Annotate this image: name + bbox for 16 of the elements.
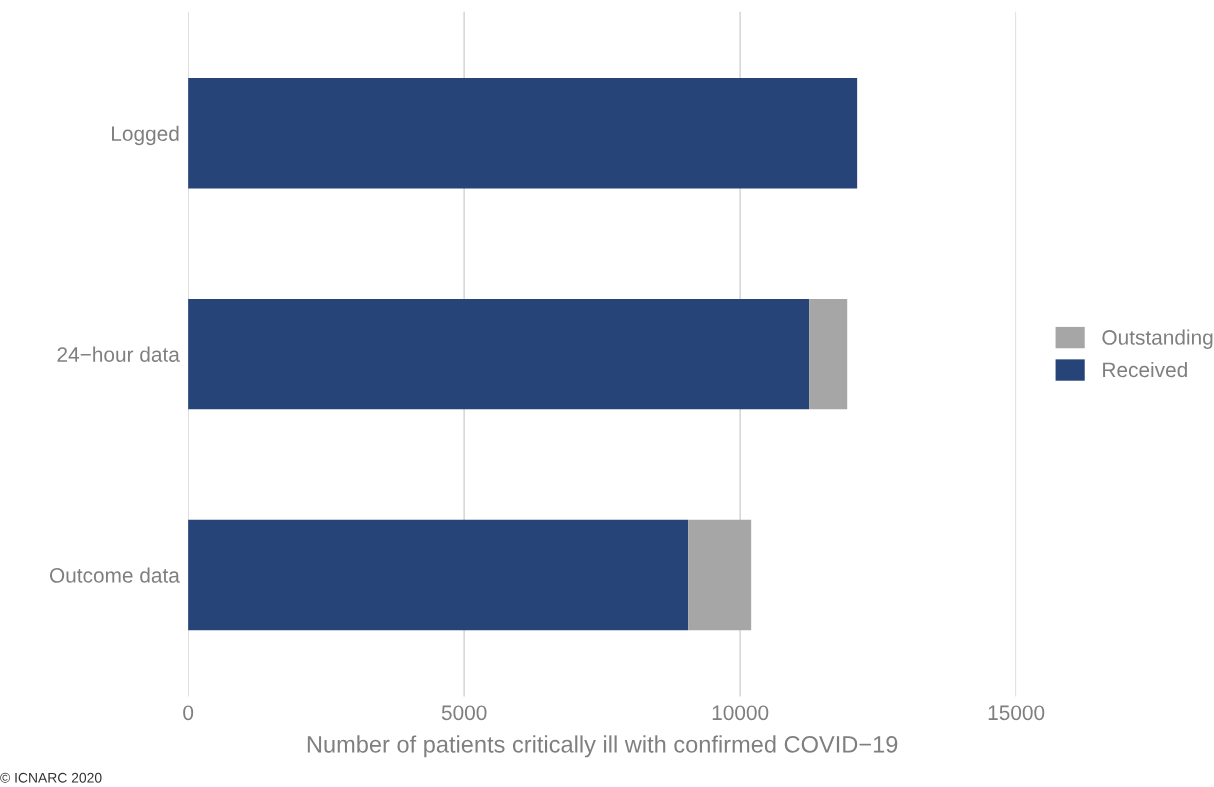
x-axis-title: Number of patients critically ill with confirmed COVID−19: [307, 735, 898, 758]
y-tick-label: 24−hour data: [57, 346, 180, 362]
y-tick-label: Outcome data: [49, 567, 180, 583]
x-tick-label: 15000: [988, 705, 1045, 721]
x-tick-label: 10000: [712, 705, 769, 721]
x-tick-label: 0: [183, 705, 194, 721]
bar: [809, 298, 848, 410]
bar: [188, 298, 810, 410]
bar: [688, 519, 752, 631]
y-tick-label: Logged: [112, 125, 179, 146]
legend-label: Outstanding: [1102, 329, 1213, 349]
bar: [188, 519, 689, 631]
text: © ICNARC 2020: [0, 772, 102, 783]
x-tick-label: 5000: [441, 705, 487, 721]
legend-label: Received: [1103, 361, 1187, 378]
bar: [188, 78, 858, 189]
